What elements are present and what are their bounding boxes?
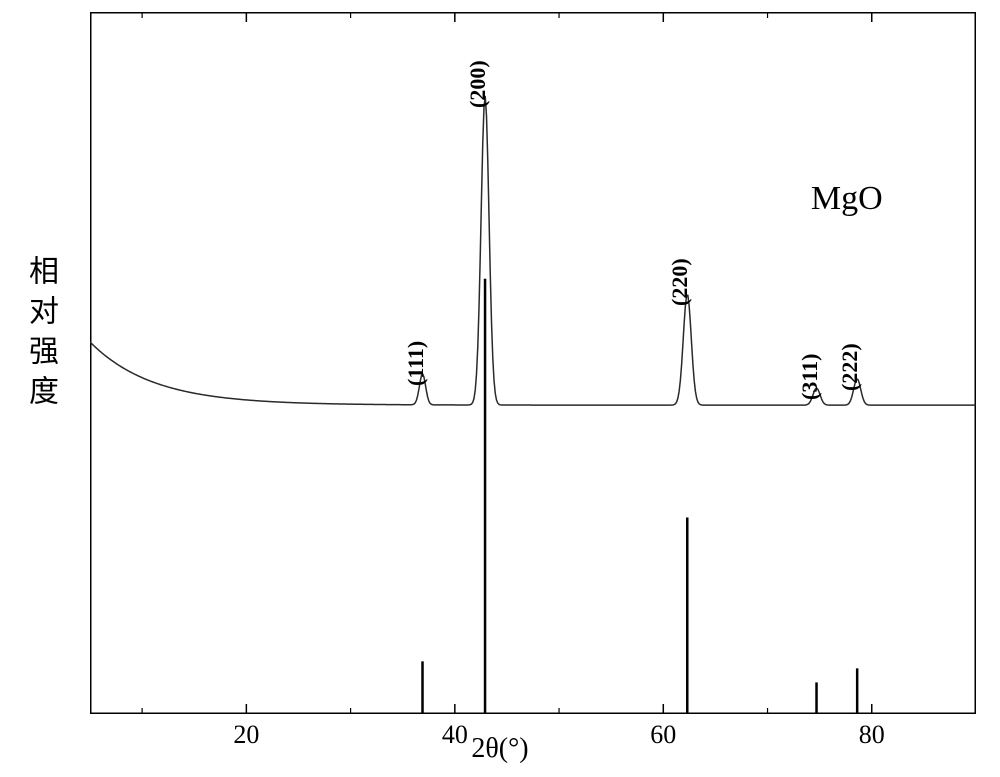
peak-label: (311) xyxy=(797,354,823,400)
peak-label: (200) xyxy=(465,60,491,108)
peak-label: (111) xyxy=(403,341,429,386)
y-axis-label: 相对强度 xyxy=(18,255,62,415)
peak-label: (220) xyxy=(667,258,693,306)
peak-label: (222) xyxy=(837,343,863,391)
x-axis-label: 2θ(°) xyxy=(0,733,1000,765)
xrd-chart: MgO 20406080 (111)(200)(220)(311)(222) xyxy=(90,12,976,714)
chart-container: 相对强度 MgO 20406080 (111)(200)(220)(311)(2… xyxy=(0,0,1000,777)
phase-label: MgO xyxy=(811,180,883,218)
